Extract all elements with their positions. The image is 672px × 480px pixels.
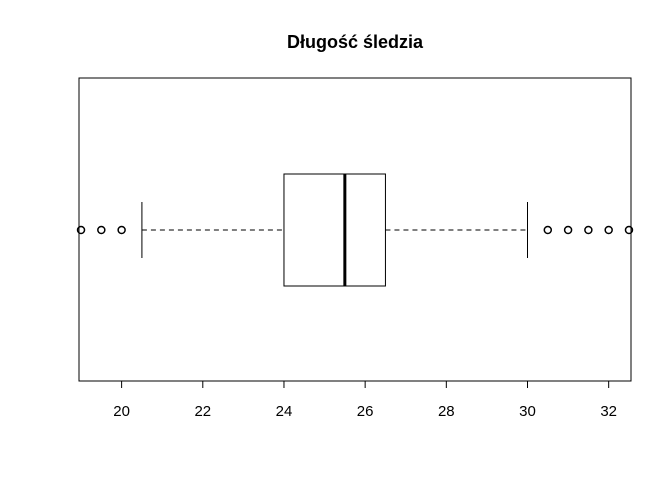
outlier-point: [563, 225, 573, 235]
outlier-point: [76, 225, 86, 235]
x-tick-label: 30: [519, 403, 536, 420]
x-tick-label: 32: [600, 403, 617, 420]
outlier-point: [584, 225, 593, 235]
x-tick-label: 28: [438, 403, 455, 420]
outlier-point: [604, 225, 613, 235]
x-axis: 20 22 24 26 28 30 32: [113, 380, 617, 420]
chart-title: Długość śledzia: [287, 32, 424, 52]
outlier-point: [624, 225, 634, 235]
outlier-point: [117, 225, 126, 235]
x-tick-label: 20: [113, 403, 130, 420]
boxplot-marks: [76, 173, 634, 287]
x-tick-label: 26: [357, 403, 374, 420]
x-tick-label: 22: [194, 403, 211, 420]
x-tick-label: 24: [276, 403, 293, 420]
iqr-box: [283, 173, 386, 287]
outlier-point: [97, 225, 106, 235]
outlier-point: [543, 225, 553, 235]
